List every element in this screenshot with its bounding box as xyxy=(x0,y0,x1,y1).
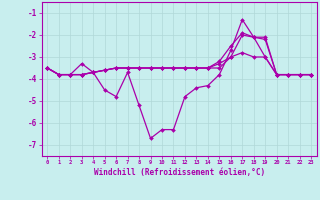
X-axis label: Windchill (Refroidissement éolien,°C): Windchill (Refroidissement éolien,°C) xyxy=(94,168,265,177)
